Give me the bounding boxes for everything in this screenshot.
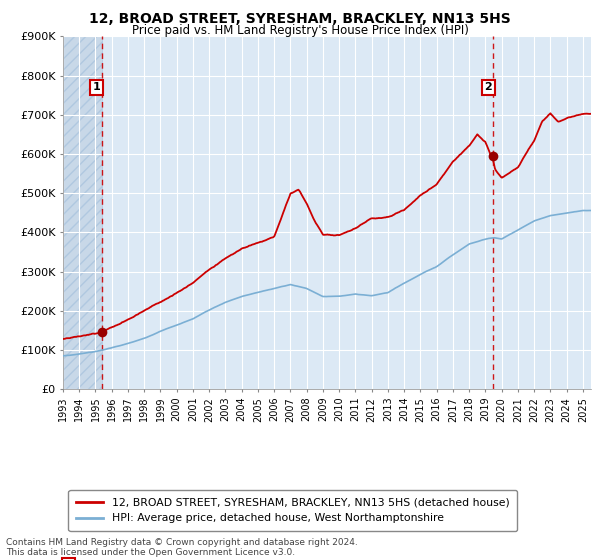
Text: 12, BROAD STREET, SYRESHAM, BRACKLEY, NN13 5HS: 12, BROAD STREET, SYRESHAM, BRACKLEY, NN…: [89, 12, 511, 26]
Legend: 12, BROAD STREET, SYRESHAM, BRACKLEY, NN13 5HS (detached house), HPI: Average pr: 12, BROAD STREET, SYRESHAM, BRACKLEY, NN…: [68, 490, 517, 531]
Text: £145,000: £145,000: [274, 559, 330, 560]
Text: 70% ↑ HPI: 70% ↑ HPI: [391, 559, 453, 560]
Text: 2: 2: [484, 82, 492, 92]
Text: 12-MAY-1995: 12-MAY-1995: [110, 559, 187, 560]
Bar: [63, 36, 101, 389]
Text: Price paid vs. HM Land Registry's House Price Index (HPI): Price paid vs. HM Land Registry's House …: [131, 24, 469, 36]
Text: 1: 1: [93, 82, 101, 92]
Text: Contains HM Land Registry data © Crown copyright and database right 2024.
This d: Contains HM Land Registry data © Crown c…: [6, 538, 358, 557]
